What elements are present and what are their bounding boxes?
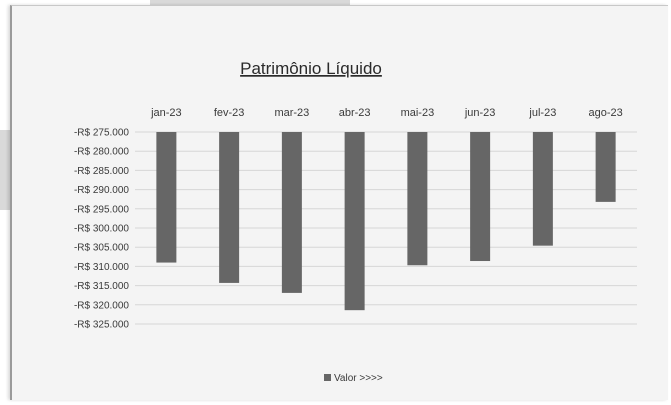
bar-jan-23 xyxy=(156,132,177,263)
y-tick-label: -R$ 305.000 xyxy=(74,243,129,254)
y-tick-label: -R$ 295.000 xyxy=(74,204,129,215)
bar-mai-23 xyxy=(407,132,428,266)
bar-fev-23 xyxy=(219,132,240,283)
legend-swatch xyxy=(324,374,331,381)
y-tick-label: -R$ 275.000 xyxy=(74,128,129,139)
y-tick-label: -R$ 290.000 xyxy=(74,185,129,196)
chart-title: Patrimônio Líquido xyxy=(240,59,382,78)
bar-jul-23 xyxy=(532,132,553,246)
x-tick-label: jun-23 xyxy=(464,107,496,119)
bar-jun-23 xyxy=(470,132,491,262)
y-tick-label: -R$ 325.000 xyxy=(74,320,129,331)
legend: Valor >>>> xyxy=(324,373,383,384)
y-tick-label: -R$ 320.000 xyxy=(74,300,129,311)
y-tick-label: -R$ 315.000 xyxy=(74,281,129,292)
y-tick-label: -R$ 300.000 xyxy=(74,224,129,235)
background-shape-left xyxy=(0,130,12,210)
x-tick-label: jan-23 xyxy=(150,107,182,119)
x-tick-label: mai-23 xyxy=(401,107,435,119)
legend-label: Valor >>>> xyxy=(334,373,383,384)
y-tick-label: -R$ 285.000 xyxy=(74,166,129,177)
y-tick-label: -R$ 280.000 xyxy=(74,147,129,158)
y-tick-label: -R$ 310.000 xyxy=(74,262,129,273)
x-tick-label: jul-23 xyxy=(528,107,556,119)
x-tick-label: ago-23 xyxy=(588,107,622,119)
x-tick-label: abr-23 xyxy=(339,107,371,119)
background-shape-top xyxy=(150,0,350,6)
chart-card: Patrimônio Líquido -R$ 275.000 -R$ 280.00… xyxy=(10,5,668,400)
bar-abr-23 xyxy=(344,132,365,311)
x-tick-label: fev-23 xyxy=(214,107,245,119)
bar-ago-23 xyxy=(595,132,616,202)
bar-mar-23 xyxy=(281,132,302,293)
x-tick-label: mar-23 xyxy=(274,107,309,119)
bar-chart: Patrimônio Líquido -R$ 275.000 -R$ 280.00… xyxy=(74,59,637,384)
